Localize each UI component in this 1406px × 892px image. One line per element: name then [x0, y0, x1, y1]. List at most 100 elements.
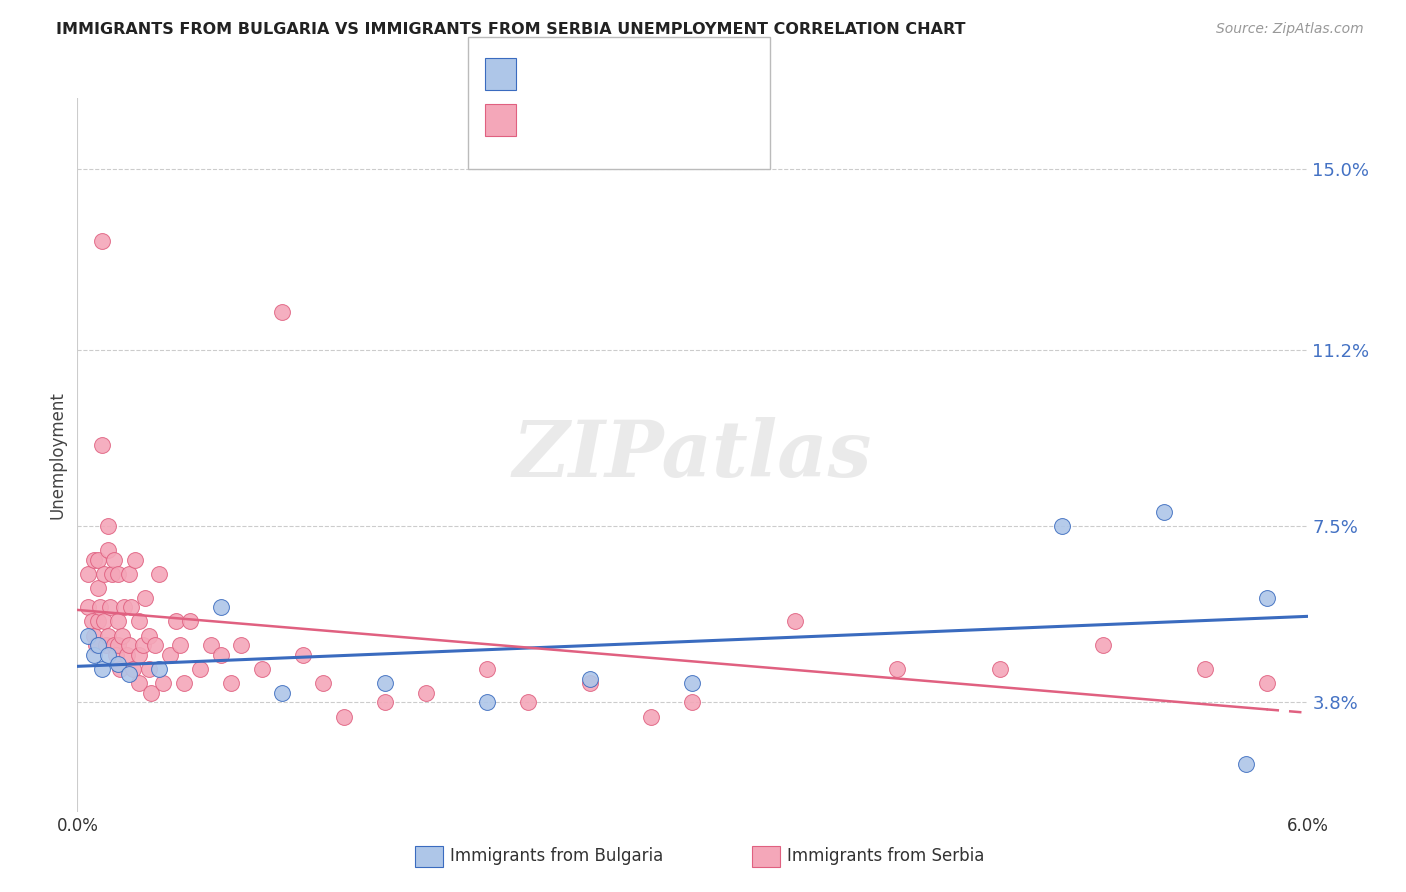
Text: 0.115: 0.115 [572, 65, 641, 83]
Point [415, 686, 437, 700]
Y-axis label: Unemployment: Unemployment [48, 391, 66, 519]
Point [83, 552, 105, 566]
Point [107, 566, 129, 581]
Point [98, 600, 121, 615]
Point [97, 648, 120, 662]
Point [117, 666, 139, 681]
Point [90, 234, 114, 248]
Point [988, 662, 1011, 676]
Point [87, 615, 110, 629]
Text: -0.034: -0.034 [572, 112, 637, 129]
Point [312, 676, 335, 690]
Point [128, 615, 150, 629]
Text: 18: 18 [668, 65, 693, 83]
Point [271, 305, 294, 319]
Point [93, 615, 115, 629]
Point [114, 600, 136, 615]
Point [200, 638, 222, 652]
Point [783, 615, 806, 629]
Point [517, 695, 540, 709]
Point [209, 648, 232, 662]
Text: Immigrants from Bulgaria: Immigrants from Bulgaria [450, 847, 664, 865]
Point [117, 566, 139, 581]
Point [579, 672, 602, 686]
Point [124, 552, 146, 566]
Point [250, 662, 273, 676]
Point [97, 629, 120, 643]
Point [231, 638, 253, 652]
Point [101, 566, 124, 581]
Point [143, 638, 166, 652]
Point [1256, 676, 1278, 690]
Text: R =: R = [530, 112, 564, 129]
Point [640, 709, 662, 723]
Point [1234, 757, 1257, 772]
Point [97, 519, 120, 533]
Point [219, 676, 242, 690]
Point [84, 638, 107, 652]
Point [107, 615, 129, 629]
Point [179, 615, 201, 629]
Point [76, 600, 98, 615]
Point [1050, 519, 1073, 533]
Point [87, 581, 110, 595]
Point [173, 676, 195, 690]
Point [103, 552, 125, 566]
Point [93, 566, 115, 581]
Point [148, 566, 170, 581]
Point [1194, 662, 1216, 676]
Point [89, 600, 111, 615]
Point [477, 662, 499, 676]
Point [115, 648, 138, 662]
Point [134, 591, 156, 605]
Point [128, 676, 150, 690]
Text: N =: N = [633, 112, 666, 129]
Point [76, 629, 98, 643]
Text: ZIPatlas: ZIPatlas [513, 417, 872, 493]
Text: Immigrants from Serbia: Immigrants from Serbia [787, 847, 984, 865]
Point [132, 638, 155, 652]
Point [107, 638, 129, 652]
Point [80, 615, 103, 629]
Point [83, 648, 105, 662]
Point [90, 438, 114, 452]
Point [107, 657, 129, 672]
Text: R =: R = [530, 65, 564, 83]
Point [682, 695, 704, 709]
Point [1153, 505, 1175, 519]
Point [374, 695, 396, 709]
Point [76, 566, 98, 581]
Point [886, 662, 908, 676]
Point [121, 662, 143, 676]
Point [103, 638, 125, 652]
Point [87, 638, 110, 652]
Point [97, 543, 120, 558]
Point [141, 686, 162, 700]
Point [111, 629, 134, 643]
Point [128, 648, 150, 662]
Point [271, 686, 294, 700]
Text: N =: N = [633, 65, 666, 83]
Point [682, 676, 704, 690]
Point [105, 648, 128, 662]
Point [209, 600, 232, 615]
Text: Source: ZipAtlas.com: Source: ZipAtlas.com [1216, 22, 1364, 37]
Point [165, 615, 187, 629]
Point [138, 662, 160, 676]
Point [188, 662, 212, 676]
Point [374, 676, 396, 690]
Point [117, 638, 139, 652]
Point [148, 662, 170, 676]
Point [333, 709, 356, 723]
Point [159, 648, 181, 662]
Point [1256, 591, 1278, 605]
Point [94, 638, 117, 652]
Point [90, 662, 114, 676]
Point [1091, 638, 1114, 652]
Point [291, 648, 314, 662]
Point [83, 629, 105, 643]
Text: IMMIGRANTS FROM BULGARIA VS IMMIGRANTS FROM SERBIA UNEMPLOYMENT CORRELATION CHAR: IMMIGRANTS FROM BULGARIA VS IMMIGRANTS F… [56, 22, 966, 37]
Point [120, 600, 142, 615]
Point [152, 676, 174, 690]
Point [87, 552, 110, 566]
